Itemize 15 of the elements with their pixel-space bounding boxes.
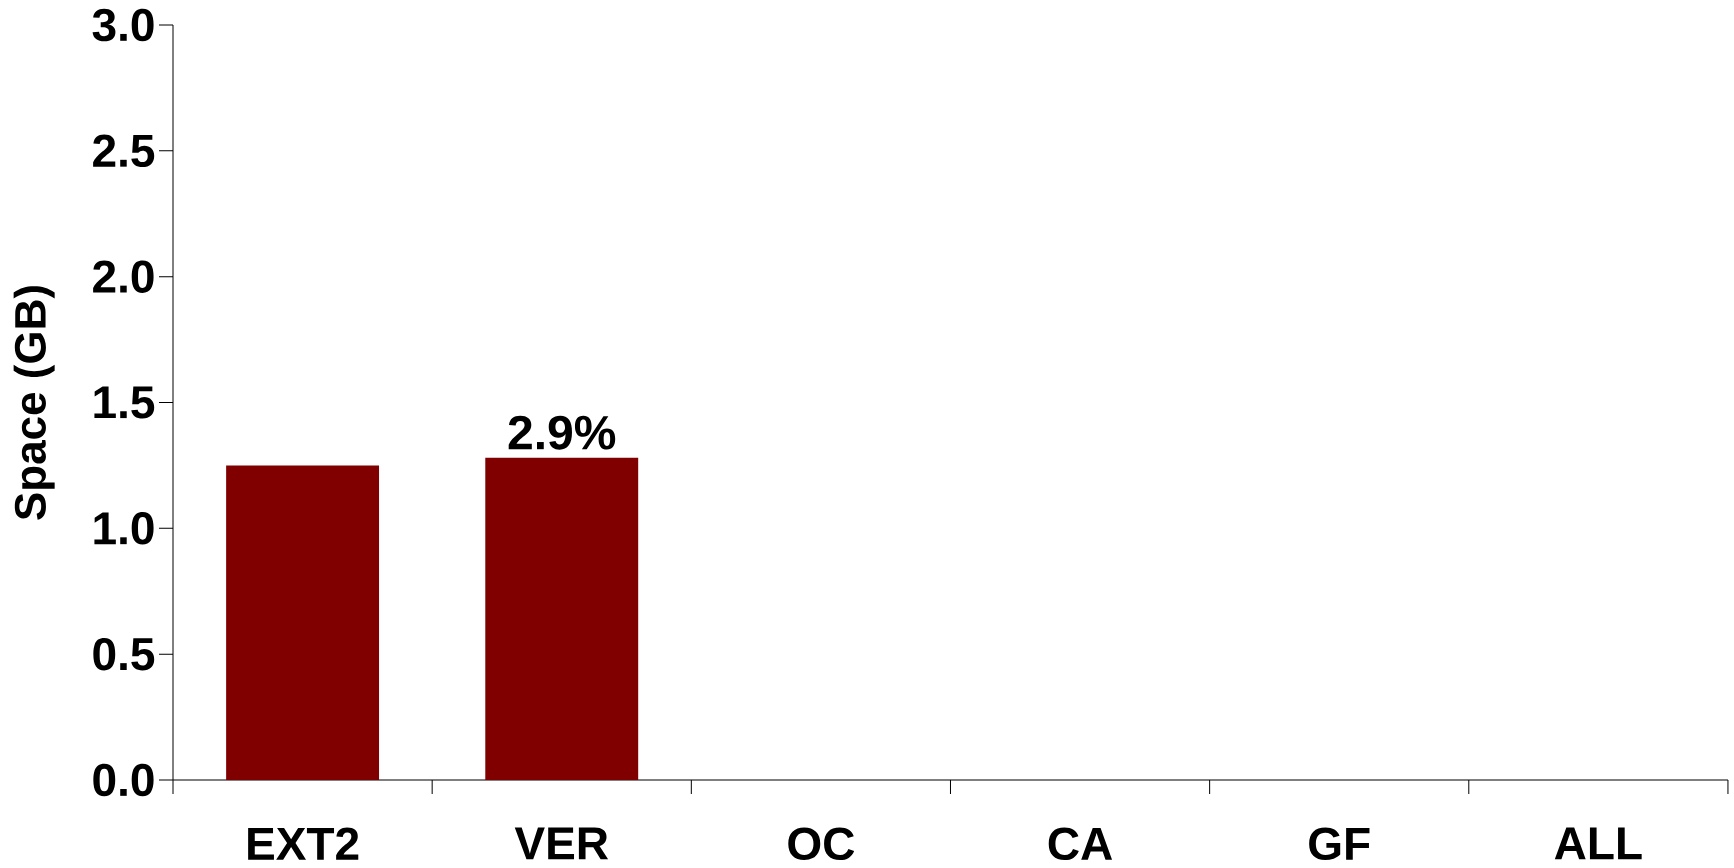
x-tick-label: GF — [1309, 827, 1370, 861]
y-axis-title: Space (GB) — [13, 286, 55, 520]
y-tick-label: 0.5 — [93, 637, 155, 671]
x-tick-label: CA — [1048, 827, 1113, 861]
x-tick-label: OC — [788, 827, 855, 861]
x-tick-label: VER — [514, 827, 609, 860]
y-tick-label: 1.5 — [94, 386, 155, 419]
y-tick-label: 3.0 — [92, 8, 154, 42]
x-tick-label: EXT2 — [248, 827, 359, 860]
x-tick-label: ALL — [1554, 827, 1642, 860]
y-tick-label: 2.5 — [93, 134, 155, 168]
y-tick-label: 0.0 — [93, 763, 154, 797]
y-tick-label: 1.0 — [94, 512, 154, 545]
y-tick-label: 2.0 — [93, 260, 154, 293]
annotation: 2.9% — [508, 415, 616, 450]
